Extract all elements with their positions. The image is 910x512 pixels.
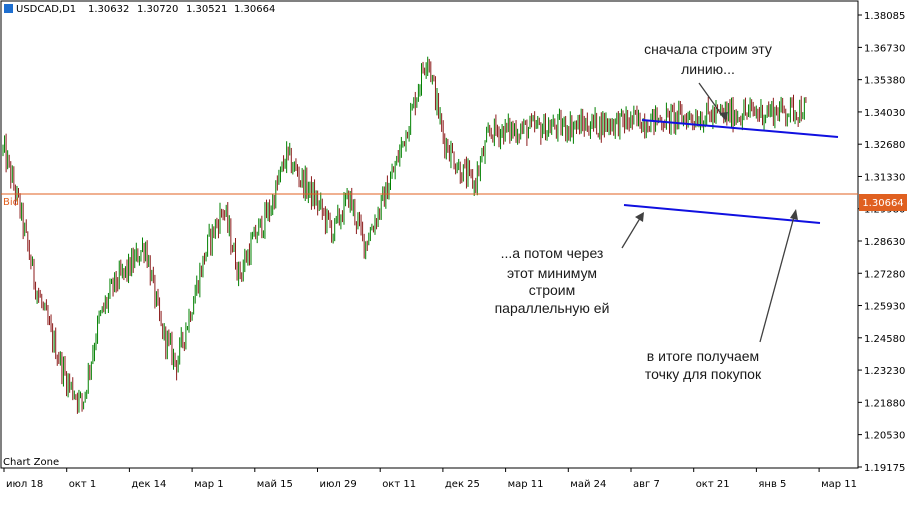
y-tick-label: 1.27280 [864,269,905,280]
annotation-bottom-line2: точку для покупок [645,366,762,382]
x-tick-label: авг 7 [633,479,660,490]
annotation-top-line2: линию... [681,61,735,77]
y-tick-label: 1.24580 [864,334,905,345]
y-tick-label: 1.38085 [864,11,905,22]
resistance-trendline[interactable] [641,119,839,138]
support-trendline[interactable] [623,204,821,224]
y-tick-label: 1.21880 [864,398,905,409]
annotation-top-line1: сначала строим эту [644,41,772,57]
x-tick-label: мар 11 [821,479,857,490]
annotation-mid-line4: параллельную ей [495,300,610,316]
watermark: Chart Zone [3,457,59,468]
y-tick-label: 1.20530 [864,431,905,442]
x-tick-label: мар 1 [194,479,224,490]
y-tick-label: 1.36730 [864,43,905,54]
x-axis: июл 18 окт 1 дек 14 мар 1 май 15 июл 29 окт 11… [3,468,857,490]
arrow-top [698,82,728,121]
y-tick-label: 1.35380 [864,76,905,87]
x-tick-label: окт 11 [382,479,416,490]
annotation-mid-line3: строим [529,282,575,298]
x-tick-label: июл 29 [320,479,357,490]
arrow-mid [621,212,644,249]
x-tick-label: окт 1 [69,479,97,490]
svg-text:1.30664: 1.30664 [862,198,903,209]
y-tick-label: 1.23230 [864,366,905,377]
header-icon [4,4,13,13]
x-tick-label: дек 25 [445,479,480,490]
symbol-label: USDCAD,D1 [16,4,76,15]
y-tick-label: 1.34030 [864,108,905,119]
y-tick-label: 1.25930 [864,302,905,313]
y-tick-label: 1.32680 [864,140,905,151]
x-tick-label: дек 14 [131,479,166,490]
bid-label: Bid [3,197,19,208]
candles-layer [2,56,807,414]
open-value: 1.30632 [88,4,129,15]
x-tick-label: окт 21 [696,479,730,490]
y-tick-label: 1.19175 [864,463,905,474]
low-value: 1.30521 [186,4,227,15]
x-tick-label: май 24 [570,479,606,490]
y-tick-label: 1.28630 [864,237,905,248]
annotation-bottom-line1: в итоге получаем [647,348,759,364]
x-tick-label: янв 5 [758,479,786,490]
current-price-tag: 1.30664 [859,194,907,211]
plot-area [0,0,859,469]
y-tick-label: 1.31330 [864,172,905,183]
x-tick-label: мар 11 [508,479,544,490]
arrow-bottom [759,209,798,343]
x-tick-label: июл 18 [6,479,43,490]
high-value: 1.30720 [137,4,178,15]
x-tick-label: май 15 [257,479,293,490]
annotation-mid-line2: этот минимум [507,265,597,281]
close-value: 1.30664 [234,4,275,15]
y-axis: 1.38085 1.36730 1.35380 1.34030 1.32680 1.313… [858,11,905,474]
annotation-mid-line1: ...а потом через [501,245,604,261]
